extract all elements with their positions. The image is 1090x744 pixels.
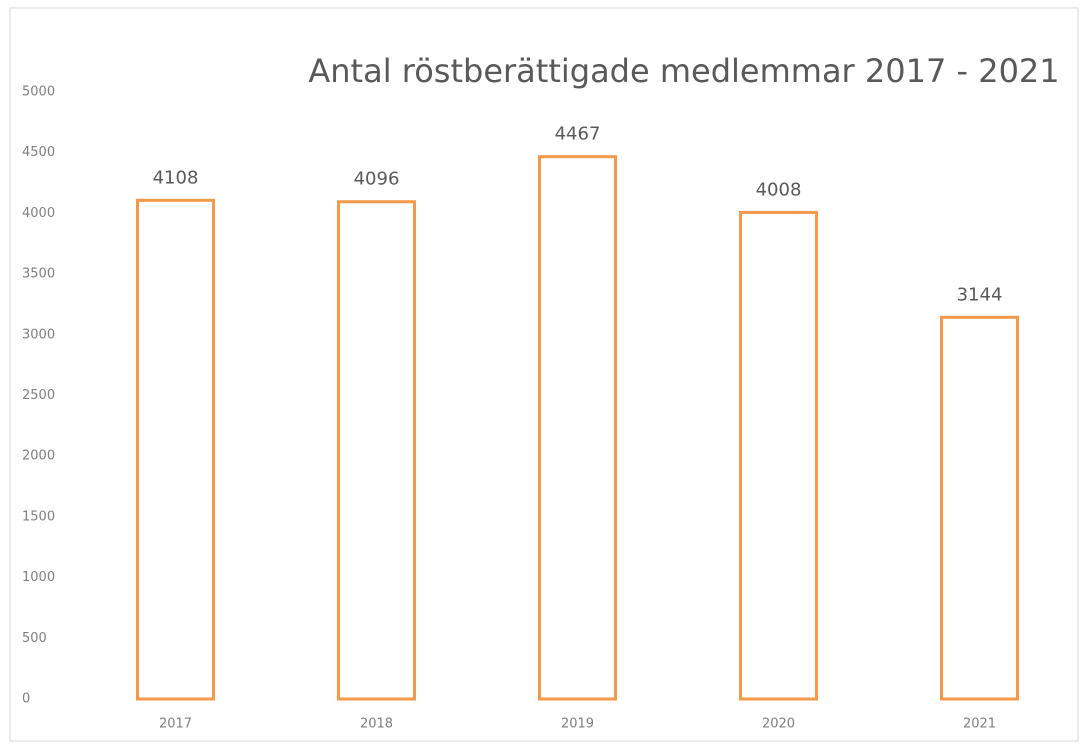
bar: [538, 155, 617, 701]
x-tick-label: 2017: [159, 717, 192, 732]
data-label: 3144: [957, 284, 1003, 305]
y-tick-label: 4000: [22, 206, 55, 221]
data-label: 4008: [756, 179, 802, 200]
x-tick-label: 2019: [561, 717, 594, 732]
x-tick-label: 2021: [963, 717, 996, 732]
y-tick-label: 2000: [22, 449, 55, 464]
y-tick-label: 4500: [22, 145, 55, 160]
x-tick-label: 2020: [762, 717, 795, 732]
bar: [136, 198, 215, 701]
data-label: 4467: [555, 124, 601, 145]
y-tick-label: 2500: [22, 388, 55, 403]
y-tick-label: 500: [22, 631, 47, 646]
bar: [739, 210, 818, 701]
y-tick-label: 3500: [22, 267, 55, 282]
data-label: 4096: [354, 169, 400, 190]
chart-title: Antal röstberättigade medlemmar 2017 - 2…: [308, 52, 1059, 90]
y-tick-label: 1500: [22, 509, 55, 524]
y-tick-label: 5000: [22, 85, 55, 100]
bar: [337, 200, 416, 701]
data-label: 4108: [153, 167, 199, 188]
y-tick-label: 1000: [22, 570, 55, 585]
y-tick-label: 3000: [22, 327, 55, 342]
x-tick-label: 2018: [360, 717, 393, 732]
y-tick-label: 0: [22, 692, 30, 707]
bar: [940, 315, 1019, 701]
